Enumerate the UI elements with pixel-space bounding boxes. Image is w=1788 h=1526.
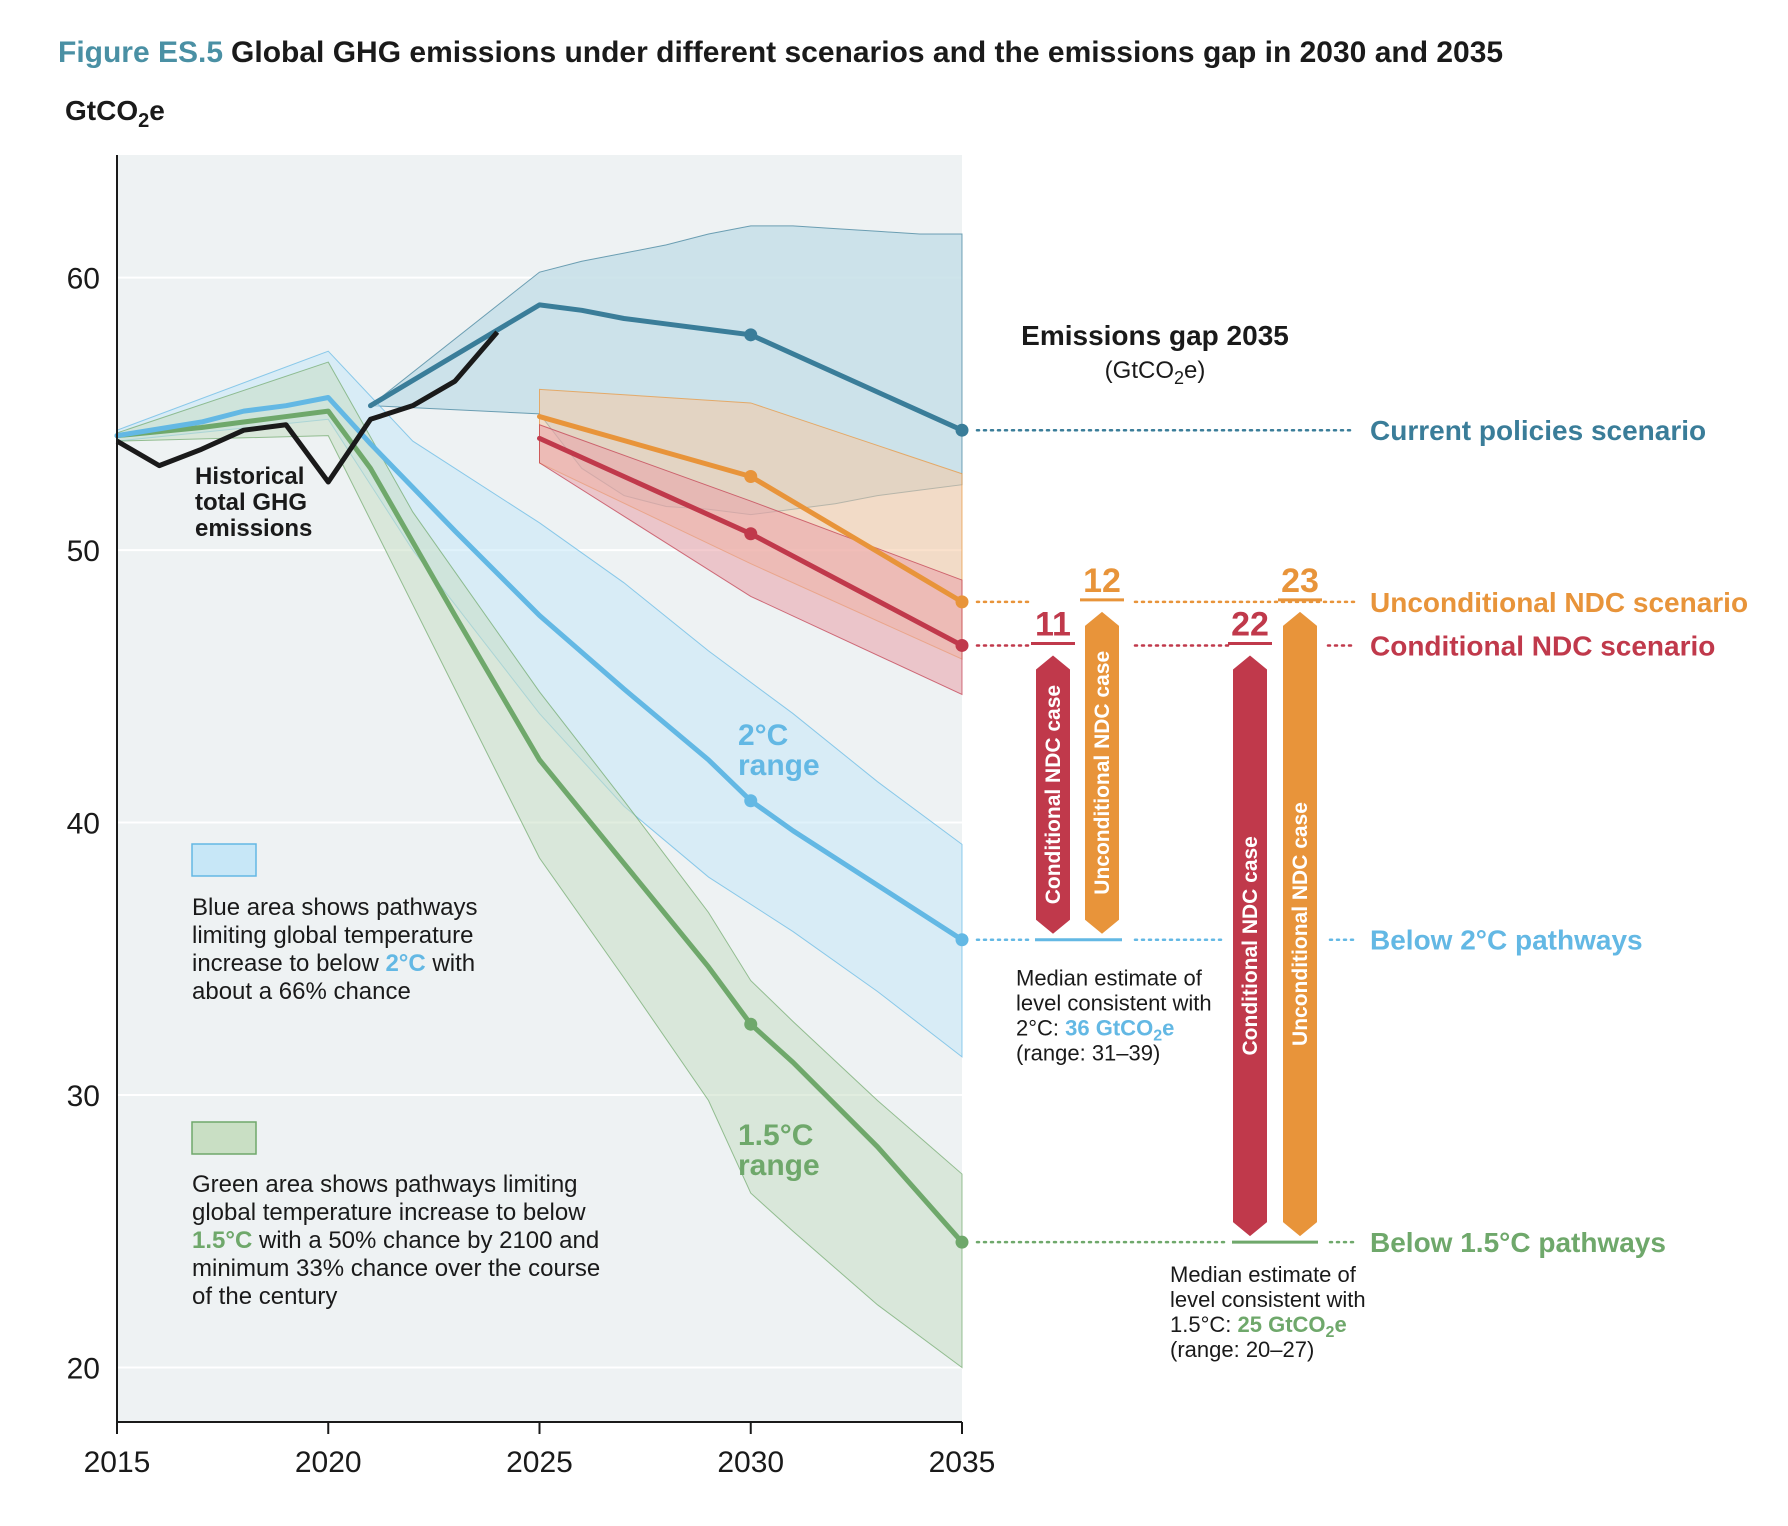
gap-bar-2c-unconditional-value: 12 [1083,562,1121,600]
legend-green-line: of the century [192,1283,337,1310]
marker-below2-2030 [744,794,758,808]
x-tick-label-2035: 2035 [929,1446,996,1479]
legend-blue-line: increase to below 2°C with [192,950,475,977]
gap-bar-15c-conditional-value: 22 [1231,605,1269,643]
below15-range-label: range [738,1149,820,1182]
legend-green-line: minimum 33% chance over the course [192,1255,600,1282]
gap-bar-15c-unconditional [1283,611,1317,1237]
scenario-label-below15: Below 1.5°C pathways [1370,1227,1666,1258]
legend-swatch-green [191,1121,257,1155]
note-2c-line3: 2°C: 36 GtCO2e [1016,1016,1174,1045]
note-2c-line2: level consistent with [1016,991,1212,1016]
gap-unit: (GtCO2e) [1105,357,1206,388]
band-below15 [116,361,963,1369]
historical-label: total GHG [195,489,307,516]
legend-green-line: global temperature increase to below [192,1199,586,1226]
scenario-label-unconditional: Unconditional NDC scenario [1370,587,1748,618]
scenario-label-below2: Below 2°C pathways [1370,925,1643,956]
y-tick-label-30: 30 [67,1080,100,1113]
note-15c-line2: level consistent with [1170,1287,1366,1312]
y-axis-label: GtCO2e [65,95,165,132]
x-tick-label-2030: 2030 [717,1446,784,1479]
note-2c-line1: Median estimate of [1016,966,1203,991]
y-tick-label-60: 60 [67,263,100,296]
legend-green-highlight: 1.5°C [192,1227,252,1254]
note-15c-line4: (range: 20–27) [1170,1337,1314,1362]
below15-range-label: 1.5°C [738,1119,813,1152]
marker-below2-2035 [955,933,969,947]
below2-range-label: 2°C [738,719,788,752]
gap-bar-15c-conditional [1233,655,1267,1237]
legend-green-post: with a 50% chance by 2100 and [252,1227,599,1254]
marker-current-2035 [955,423,969,437]
note-2c-line4: (range: 31–39) [1016,1041,1160,1066]
gap-bar-15c-unconditional-label: Unconditional NDC case [1289,802,1312,1046]
note-15c-line3: 1.5°C: 25 GtCO2e [1170,1312,1347,1341]
marker-unconditional-2030 [744,470,758,484]
line-below15 [114,408,965,1245]
below2-range-label: range [738,749,820,782]
legend-blue-pre: increase to below [192,950,385,977]
legend-blue-line: limiting global temperature [192,922,473,949]
gap-bar-2c-unconditional-label: Unconditional NDC case [1091,651,1114,895]
x-tick-label-2015: 2015 [84,1446,151,1479]
gap-bar-15c-unconditional-value: 23 [1281,562,1319,600]
legend-blue-line: about a 66% chance [192,978,411,1005]
historical-label: Historical [195,463,304,490]
figure-title: Figure ES.5 Global GHG emissions under di… [58,36,1503,69]
marker-current-2030 [744,328,758,342]
x-tick-label-2025: 2025 [506,1446,573,1479]
y-tick-label-40: 40 [67,808,100,841]
scenario-label-current: Current policies scenario [1370,415,1706,446]
scenario-bands [116,225,963,1369]
marker-below15-2030 [744,1017,758,1031]
marker-conditional-2035 [955,638,969,652]
scenario-lines [114,302,969,1249]
band-conditional [539,424,963,696]
y-tick-label-50: 50 [67,535,100,568]
figure-title-text: Global GHG emissions under different sce… [231,36,1503,69]
marker-unconditional-2035 [955,595,969,609]
line-below2 [114,395,965,943]
gap-bar-2c-conditional-value: 11 [1035,605,1071,643]
gap-bar-2c-conditional [1036,655,1070,934]
legend-green-line: Green area shows pathways limiting [192,1171,578,1198]
marker-conditional-2030 [744,527,758,541]
legend-green-line: 1.5°C with a 50% chance by 2100 and [192,1227,599,1254]
note-15c-line1: Median estimate of [1170,1262,1357,1287]
marker-below15-2035 [955,1235,969,1249]
legend-swatch-blue [191,843,257,877]
y-tick-label-20: 20 [67,1353,100,1386]
figure-label: Figure ES.5 [58,36,223,69]
legend-blue-line: Blue area shows pathways [192,894,478,921]
scenario-label-conditional: Conditional NDC scenario [1370,630,1715,661]
emissions-gap-panel: Emissions gap 2035 (GtCO2e) Current polici… [975,320,1748,1362]
historical-label: emissions [195,515,312,542]
gap-bar-2c-conditional-label: Conditional NDC case [1042,685,1065,904]
gap-title: Emissions gap 2035 [1021,320,1289,351]
legend-blue-highlight: 2°C [385,950,425,977]
line-current [368,302,965,433]
legend-blue-post: with [426,950,475,977]
x-tick-label-2020: 2020 [295,1446,362,1479]
line-historical [115,330,500,485]
gap-bar-15c-conditional-label: Conditional NDC case [1239,836,1262,1055]
gap-bar-2c-unconditional [1085,611,1119,934]
